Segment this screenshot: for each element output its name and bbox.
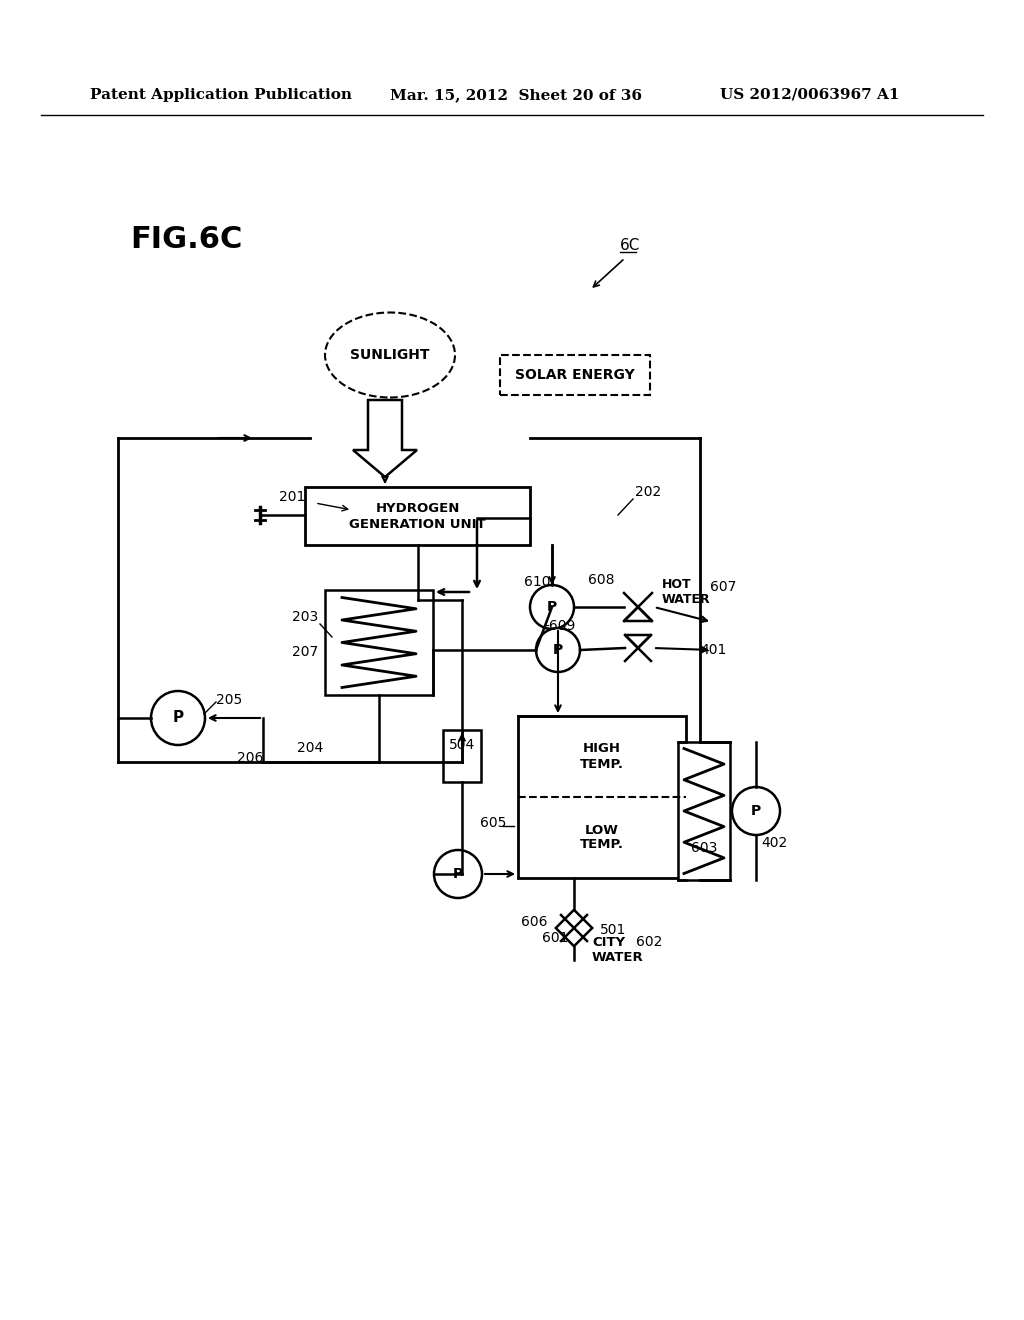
Text: HIGH
TEMP.: HIGH TEMP. xyxy=(580,742,624,771)
Text: 205: 205 xyxy=(216,693,243,708)
Bar xyxy=(678,742,730,880)
Text: HOT
WATER: HOT WATER xyxy=(662,578,711,606)
Polygon shape xyxy=(353,400,417,477)
Text: Patent Application Publication: Patent Application Publication xyxy=(90,88,352,102)
Text: 6C: 6C xyxy=(620,238,640,252)
Circle shape xyxy=(536,628,580,672)
Text: 207: 207 xyxy=(292,645,318,659)
Text: 501: 501 xyxy=(600,923,627,937)
Text: 610: 610 xyxy=(523,576,550,589)
Circle shape xyxy=(434,850,482,898)
Text: 201: 201 xyxy=(279,490,305,504)
Text: 607: 607 xyxy=(710,579,736,594)
Text: 204: 204 xyxy=(297,741,324,755)
Text: 601: 601 xyxy=(542,931,568,945)
Text: P: P xyxy=(547,601,557,614)
Text: P: P xyxy=(751,804,761,818)
Text: 203: 203 xyxy=(292,610,318,624)
Text: -609: -609 xyxy=(545,619,575,634)
Text: 602: 602 xyxy=(636,935,663,949)
Text: P: P xyxy=(553,643,563,657)
Text: SOLAR ENERGY: SOLAR ENERGY xyxy=(515,368,635,381)
Text: 206: 206 xyxy=(237,751,263,766)
Text: SUNLIGHT: SUNLIGHT xyxy=(350,348,430,362)
Circle shape xyxy=(732,787,780,836)
Circle shape xyxy=(530,585,574,630)
Text: Mar. 15, 2012  Sheet 20 of 36: Mar. 15, 2012 Sheet 20 of 36 xyxy=(390,88,642,102)
Text: P: P xyxy=(172,710,183,726)
Circle shape xyxy=(151,690,205,744)
Bar xyxy=(443,730,481,781)
Text: P: P xyxy=(453,867,463,880)
Text: 401: 401 xyxy=(700,643,726,657)
Text: 605: 605 xyxy=(480,816,506,830)
Bar xyxy=(500,355,650,395)
Text: US 2012/0063967 A1: US 2012/0063967 A1 xyxy=(720,88,899,102)
Text: 606: 606 xyxy=(521,915,548,929)
Text: 402: 402 xyxy=(761,836,787,850)
Text: FIG.6C: FIG.6C xyxy=(130,226,243,255)
Ellipse shape xyxy=(325,313,455,397)
Bar xyxy=(325,590,433,696)
Text: LOW
TEMP.: LOW TEMP. xyxy=(580,824,624,851)
Text: 202: 202 xyxy=(635,484,662,499)
Text: GENERATION UNIT: GENERATION UNIT xyxy=(349,517,485,531)
Text: CITY
WATER: CITY WATER xyxy=(592,936,644,964)
Text: HYDROGEN: HYDROGEN xyxy=(376,502,460,515)
Bar xyxy=(305,487,530,545)
Bar xyxy=(518,715,686,878)
Text: 504: 504 xyxy=(449,738,475,752)
Text: 608: 608 xyxy=(588,573,614,587)
Text: 603: 603 xyxy=(691,841,717,855)
